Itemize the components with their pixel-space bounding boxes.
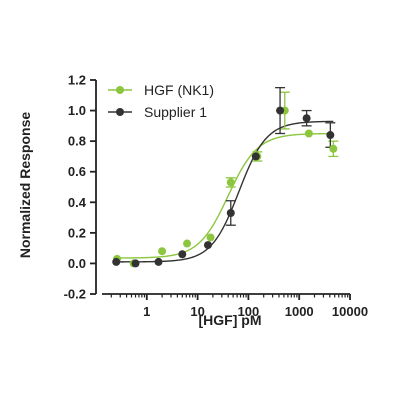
legend-marker-hgf-nk1 xyxy=(116,86,124,94)
data-point-supplier-1 xyxy=(302,114,311,123)
data-point-supplier-1 xyxy=(203,241,212,250)
data-point-supplier-1 xyxy=(226,208,235,217)
legend: HGF (NK1) Supplier 1 xyxy=(108,82,214,120)
y-axis-title: Normalized Response xyxy=(17,112,33,258)
data-point-hgf-nk1 xyxy=(183,239,192,248)
x-tick-label: 1000 xyxy=(285,304,314,319)
data-point-supplier-1 xyxy=(178,250,187,259)
y-tick-label: 1.0 xyxy=(68,103,86,118)
y-tick-label: 0.6 xyxy=(68,164,86,179)
data-point-hgf-nk1 xyxy=(158,247,167,256)
data-point-hgf-nk1 xyxy=(226,178,235,187)
x-tick-label: 100 xyxy=(238,304,260,319)
fit-curve-hgf-nk1 xyxy=(116,132,334,259)
fit-curve-supplier-1 xyxy=(116,120,334,263)
x-tick-label: 1 xyxy=(143,304,150,319)
data-point-supplier-1 xyxy=(131,259,140,268)
data-point-supplier-1 xyxy=(251,152,260,161)
y-tick-label: 1.2 xyxy=(68,73,86,88)
data-point-supplier-1 xyxy=(154,257,163,266)
y-tick-label: 0.2 xyxy=(68,225,86,240)
x-tick-label: 10 xyxy=(190,304,204,319)
data-point-hgf-nk1 xyxy=(304,129,313,138)
y-tick-label: 0.8 xyxy=(68,134,86,149)
axes-group: -0.2 0.0 0.2 0.4 0.6 0.8 1.0 1.2 1 10 100 1000 10000 xyxy=(64,73,368,320)
y-tick-label: 0.0 xyxy=(68,256,86,271)
data-point-hgf-nk1 xyxy=(329,144,338,153)
data-points-group xyxy=(112,106,338,268)
fit-curves-group xyxy=(116,120,334,263)
data-point-supplier-1 xyxy=(326,131,335,140)
y-tick-label: -0.2 xyxy=(64,287,86,302)
y-tick-label: 0.4 xyxy=(68,195,87,210)
legend-marker-supplier-1 xyxy=(116,108,124,116)
x-axis-title: [HGF] pM xyxy=(199,312,262,328)
legend-label-supplier-1: Supplier 1 xyxy=(144,104,207,120)
data-point-hgf-nk1 xyxy=(206,233,215,242)
data-point-supplier-1 xyxy=(112,257,121,266)
data-point-supplier-1 xyxy=(276,106,285,115)
x-tick-label: 10000 xyxy=(332,304,368,319)
legend-label-hgf-nk1: HGF (NK1) xyxy=(144,82,214,98)
